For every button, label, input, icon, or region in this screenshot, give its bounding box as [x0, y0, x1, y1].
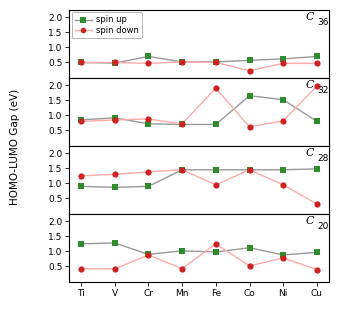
Text: 28: 28 [317, 154, 328, 163]
Text: C: C [306, 12, 314, 22]
Text: 20: 20 [317, 222, 328, 231]
Text: C: C [306, 216, 314, 226]
Text: 32: 32 [317, 86, 328, 95]
Text: 36: 36 [317, 18, 328, 27]
Text: C: C [306, 148, 314, 158]
Legend: spin up, spin down: spin up, spin down [72, 12, 142, 38]
Text: HOMO-LUMO Gap (eV): HOMO-LUMO Gap (eV) [10, 89, 20, 205]
Text: C: C [306, 80, 314, 90]
